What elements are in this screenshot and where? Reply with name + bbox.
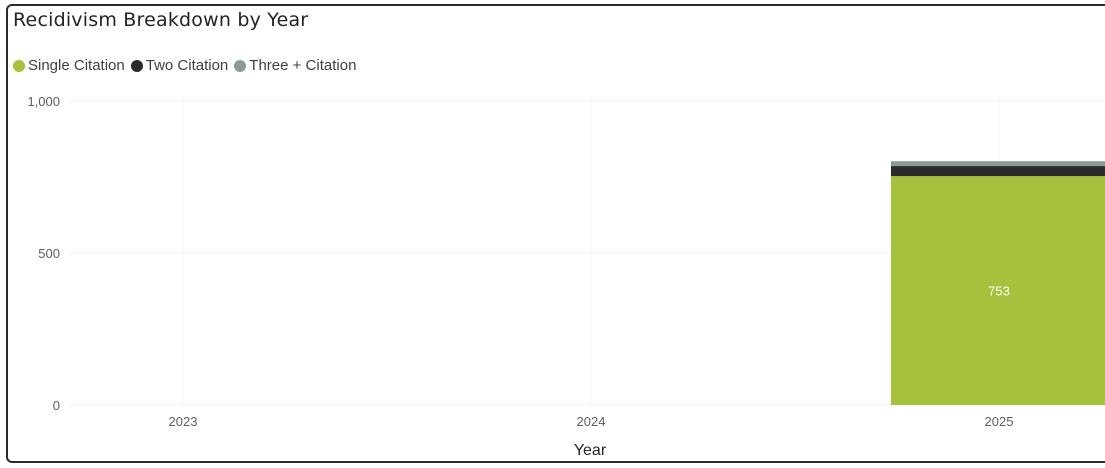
x-tick-label: 2025 — [985, 414, 1014, 429]
legend-marker-three-plus-citation — [234, 59, 247, 72]
x-axis-ticks: 2023 2024 2025 — [169, 414, 1014, 429]
chart-title: Recidivism Breakdown by Year — [13, 9, 309, 31]
x-tick-label: 2023 — [169, 414, 198, 429]
y-tick-label: 0 — [53, 398, 60, 413]
legend-item-two-citation[interactable]: Two Citation — [130, 57, 229, 74]
bars: 753 — [891, 161, 1105, 405]
x-tick-label: 2024 — [577, 414, 606, 429]
x-axis-title: Year — [574, 442, 607, 459]
legend: Single Citation Two Citation Three + Cit… — [13, 57, 362, 74]
y-tick-label: 500 — [38, 246, 60, 261]
legend-label-two-citation: Two Citation — [145, 57, 229, 74]
legend-item-three-plus-citation[interactable]: Three + Citation — [234, 57, 356, 74]
data-label: 753 — [988, 284, 1010, 299]
bar-2025-single-citation[interactable] — [891, 176, 1105, 405]
y-axis-ticks: 0 500 1,000 — [27, 94, 60, 413]
bar-2025-two-citation[interactable] — [891, 166, 1105, 177]
legend-marker-single-citation — [13, 59, 25, 72]
legend-item-single-citation[interactable]: Single Citation — [13, 57, 125, 74]
legend-label-three-plus-citation: Three + Citation — [249, 57, 357, 74]
legend-label-single-citation: Single Citation — [28, 57, 125, 74]
legend-marker-two-citation — [130, 59, 143, 72]
bar-2025-three-citation[interactable] — [891, 161, 1105, 167]
y-tick-label: 1,000 — [27, 94, 60, 109]
